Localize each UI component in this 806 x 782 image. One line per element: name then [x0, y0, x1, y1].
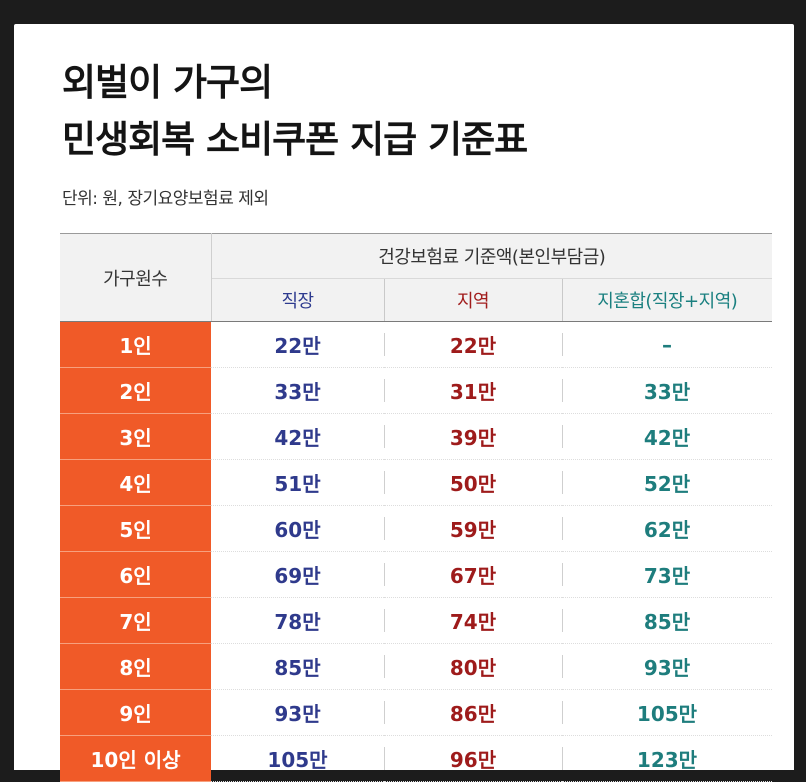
header-honhap: 지혼합(직장+지역) — [561, 278, 773, 322]
jiyeok-cell: 59만 — [384, 505, 562, 552]
header-jikjang: 직장 — [211, 278, 384, 322]
jiyeok-cell: 22만 — [384, 321, 562, 368]
household-size-cell: 8인 — [60, 643, 211, 690]
honhap-cell: 123만 — [562, 735, 773, 782]
jiyeok-cell: 67만 — [384, 551, 562, 598]
jikjang-cell: 93만 — [211, 689, 384, 736]
honhap-cell: 105만 — [562, 689, 773, 736]
household-size-cell: 5인 — [60, 505, 211, 552]
jikjang-cell: 85만 — [211, 643, 384, 690]
header-household-size: 가구원수 — [60, 233, 212, 322]
table-row: 3인 42만 39만 42만 — [60, 413, 773, 460]
header-jiyeok: 지역 — [383, 278, 562, 322]
title-line-1: 외벌이 가구의 — [62, 61, 273, 104]
household-size-cell: 9인 — [60, 689, 211, 736]
jiyeok-cell: 74만 — [384, 597, 562, 644]
honhap-cell: 73만 — [562, 551, 773, 598]
table-row: 7인 78만 74만 85만 — [60, 597, 773, 644]
table-row: 2인 33만 31만 33만 — [60, 367, 773, 414]
jiyeok-cell: 39만 — [384, 413, 562, 460]
table-row: 8인 85만 80만 93만 — [60, 643, 773, 690]
household-size-cell: 3인 — [60, 413, 211, 460]
household-size-cell: 7인 — [60, 597, 211, 644]
jiyeok-cell: 86만 — [384, 689, 562, 736]
jikjang-cell: 42만 — [211, 413, 384, 460]
honhap-cell: 33만 — [562, 367, 773, 414]
jikjang-cell: 33만 — [211, 367, 384, 414]
honhap-cell: 52만 — [562, 459, 773, 506]
household-size-cell: 4인 — [60, 459, 211, 506]
table-row: 4인 51만 50만 52만 — [60, 459, 773, 506]
jiyeok-cell: 50만 — [384, 459, 562, 506]
honhap-cell: – — [562, 321, 773, 368]
jikjang-cell: 22만 — [211, 321, 384, 368]
honhap-cell: 93만 — [562, 643, 773, 690]
title-line-2: 민생회복 소비쿠폰 지급 기준표 — [62, 118, 528, 161]
table-row: 1인 22만 22만 – — [60, 321, 773, 368]
jiyeok-cell: 31만 — [384, 367, 562, 414]
household-size-cell: 2인 — [60, 367, 211, 414]
jikjang-cell: 105만 — [211, 735, 384, 782]
jiyeok-cell: 96만 — [384, 735, 562, 782]
infographic-card: 외벌이 가구의 민생회복 소비쿠폰 지급 기준표 단위: 원, 장기요양보험료 … — [14, 24, 794, 782]
table-header: 가구원수 건강보험료 기준액(본인부담금) 직장 지역 지혼합(직장+지역) — [60, 233, 773, 322]
jikjang-cell: 51만 — [211, 459, 384, 506]
jikjang-cell: 69만 — [211, 551, 384, 598]
coupon-criteria-table: 가구원수 건강보험료 기준액(본인부담금) 직장 지역 지혼합(직장+지역) 1… — [60, 233, 773, 782]
jikjang-cell: 60만 — [211, 505, 384, 552]
honhap-cell: 85만 — [562, 597, 773, 644]
table-row: 10인 이상 105만 96만 123만 — [60, 735, 773, 782]
unit-note: 단위: 원, 장기요양보험료 제외 — [62, 189, 269, 209]
household-size-cell: 1인 — [60, 321, 211, 368]
honhap-cell: 62만 — [562, 505, 773, 552]
table-row: 5인 60만 59만 62만 — [60, 505, 773, 552]
household-size-cell: 6인 — [60, 551, 211, 598]
table-row: 9인 93만 86만 105만 — [60, 689, 773, 736]
jikjang-cell: 78만 — [211, 597, 384, 644]
page-title: 외벌이 가구의 민생회복 소비쿠폰 지급 기준표 — [62, 54, 528, 168]
header-insurance-basis: 건강보험료 기준액(본인부담금) — [211, 233, 773, 279]
household-size-cell: 10인 이상 — [60, 735, 211, 782]
jiyeok-cell: 80만 — [384, 643, 562, 690]
honhap-cell: 42만 — [562, 413, 773, 460]
table-body: 1인 22만 22만 –2인 33만 31만 33만 3인 42만 39만 42만 4인 51만 50만 5… — [60, 321, 773, 782]
table-row: 6인 69만 67만 73만 — [60, 551, 773, 598]
